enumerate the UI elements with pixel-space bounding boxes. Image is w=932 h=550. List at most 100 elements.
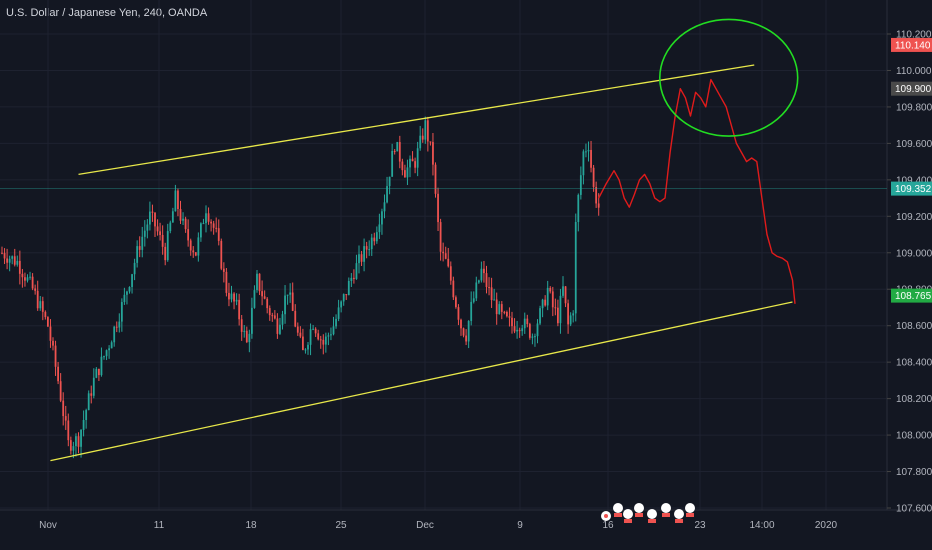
upper-trendline[interactable]: [78, 64, 755, 176]
price-tick-label: 108.600: [896, 321, 932, 332]
candle-body: [136, 246, 139, 263]
candle-body: [105, 350, 108, 357]
candle-body: [251, 307, 253, 334]
candle-body: [126, 291, 128, 295]
candle-body: [490, 287, 493, 301]
candle-body: [574, 222, 577, 314]
candle-body: [319, 339, 322, 341]
price-tag-label: 110.140: [895, 40, 931, 51]
candle-body: [294, 310, 297, 327]
price-tick-label: 108.200: [896, 394, 932, 405]
event-marker[interactable]: [674, 509, 684, 519]
event-marker[interactable]: [613, 503, 623, 513]
candle-body: [373, 237, 376, 242]
candle-body: [245, 330, 248, 343]
candle-body: [337, 307, 340, 319]
candle-body: [579, 175, 582, 195]
candle-body: [156, 226, 159, 232]
candle-body: [396, 142, 399, 152]
candle-body: [151, 211, 154, 213]
price-tick-label: 109.800: [896, 102, 932, 113]
candle-body: [304, 349, 307, 351]
candle-body: [47, 317, 49, 327]
candle-body: [115, 326, 118, 328]
candle-body: [353, 277, 355, 279]
projection-path[interactable]: [598, 78, 796, 304]
candle-body: [31, 276, 34, 289]
candle-body: [118, 321, 121, 328]
candle-body: [434, 164, 437, 194]
candle-body: [59, 381, 62, 401]
candle-body: [87, 393, 90, 411]
candle-body: [41, 301, 44, 312]
candle-body: [39, 301, 42, 309]
candle-body: [355, 263, 358, 279]
time-tick-label: 18: [245, 520, 257, 531]
candle-body: [480, 268, 483, 281]
candle-body: [194, 252, 197, 256]
candle-body: [426, 120, 429, 142]
candle-body: [238, 299, 241, 320]
candle-body: [488, 287, 490, 289]
candle-body: [421, 135, 424, 140]
candle-body: [342, 294, 345, 302]
candle-body: [554, 307, 557, 309]
candle-body: [205, 213, 207, 224]
candle-body: [85, 410, 88, 420]
candle-body: [539, 308, 541, 324]
candle-body: [11, 256, 14, 259]
candle-body: [110, 342, 113, 349]
candle-body: [80, 429, 82, 447]
event-marker-flag: [624, 519, 632, 523]
price-axis: 110.200 110.000 109.800 109.600 109.400 109.2…: [887, 30, 932, 515]
event-marker[interactable]: [623, 509, 633, 519]
candle-body: [24, 277, 26, 281]
event-marker-flag: [614, 513, 622, 517]
candle-body: [146, 224, 149, 231]
candle-body: [207, 213, 210, 222]
candle-body: [233, 293, 235, 302]
candle-body: [455, 297, 457, 308]
candle-body: [302, 336, 304, 351]
candle-body: [508, 316, 511, 318]
candle-body: [559, 295, 562, 324]
candle-body: [498, 304, 501, 315]
chart-symbol-title: U.S. Dollar / Japanese Yen, 240, OANDA: [6, 7, 208, 19]
candle-body: [164, 246, 167, 261]
candle-body: [169, 222, 172, 232]
candle-body: [500, 304, 503, 312]
candle-body: [54, 345, 57, 367]
candle-body: [477, 280, 480, 283]
candle-body: [414, 161, 416, 168]
event-marker[interactable]: [685, 503, 695, 513]
event-marker[interactable]: [647, 509, 657, 519]
event-marker-dot: [604, 514, 608, 518]
candle-body: [16, 260, 19, 265]
price-tick-label: 110.200: [896, 30, 932, 41]
candle-body: [197, 237, 200, 256]
candle-body: [541, 299, 544, 309]
event-marker[interactable]: [661, 503, 671, 513]
highlight-ellipse[interactable]: [658, 18, 799, 137]
price-tick-label: 109.600: [896, 139, 932, 150]
candle-body: [526, 318, 529, 325]
candle-body: [276, 318, 279, 334]
event-marker[interactable]: [634, 503, 644, 513]
time-tick-label: 16: [602, 520, 614, 531]
time-tick-label: 25: [335, 520, 347, 531]
candle-body: [225, 271, 228, 293]
lower-trendline[interactable]: [50, 301, 793, 462]
candle-body: [286, 294, 289, 296]
candle-body: [444, 253, 447, 259]
candle-body: [381, 211, 383, 225]
candle-body: [582, 151, 585, 176]
candle-body: [230, 293, 233, 300]
drawing-layer: [0, 18, 887, 462]
event-marker-flag: [635, 513, 643, 517]
candle-body: [595, 186, 598, 204]
candle-body: [289, 292, 292, 295]
candle-body: [370, 237, 373, 250]
candle-body: [138, 246, 141, 250]
candle-body: [432, 142, 434, 165]
